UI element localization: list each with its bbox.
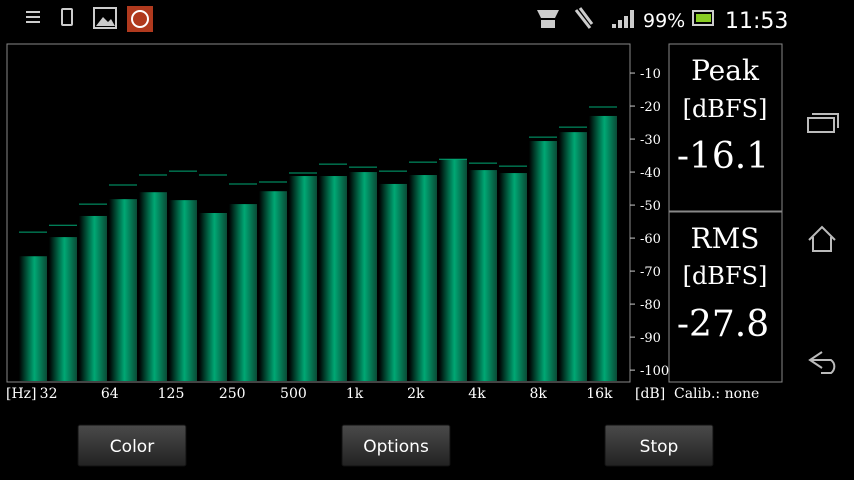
y-tick-label: -70 — [640, 265, 661, 280]
bar — [139, 192, 167, 381]
button[interactable]: Stop — [604, 424, 714, 467]
bar — [559, 132, 587, 381]
peak-title: Peak — [691, 54, 760, 87]
bar — [169, 200, 197, 381]
bar — [379, 183, 407, 381]
button-label: Options — [363, 437, 429, 457]
peak-panel — [668, 43, 783, 212]
y-tick-label: -90 — [640, 331, 661, 346]
button-bg — [604, 424, 714, 467]
peak-unit: [dBFS] — [683, 95, 768, 123]
y-tick-label: -60 — [640, 232, 661, 247]
button[interactable]: Color — [77, 424, 187, 467]
button[interactable]: Options — [341, 424, 451, 467]
clock: 11:53 — [725, 9, 788, 34]
bar — [79, 215, 107, 381]
button-bg — [341, 424, 451, 467]
bar — [289, 176, 317, 381]
bar — [49, 237, 77, 381]
bar — [499, 173, 527, 381]
bar — [469, 170, 497, 381]
bar — [229, 204, 257, 381]
x-tick-label: 500 — [280, 386, 307, 402]
x-tick-label: 1k — [346, 386, 364, 402]
bar — [19, 256, 47, 381]
button-label: Color — [110, 437, 154, 457]
status-icons — [26, 6, 714, 32]
y-tick-label: -50 — [640, 199, 661, 214]
rms-title: RMS — [691, 222, 760, 255]
bar — [109, 199, 137, 381]
button-bg — [77, 424, 187, 467]
nav-bar — [807, 113, 839, 374]
button-label: Stop — [640, 437, 679, 457]
rms-value: -27.8 — [677, 304, 769, 345]
y-tick-label: -40 — [640, 166, 661, 181]
x-tick-label: 125 — [158, 386, 185, 402]
recent-apps[interactable] — [807, 117, 835, 133]
battery: 99% — [643, 10, 685, 32]
bar — [319, 176, 347, 381]
bar — [259, 191, 287, 381]
y-tick-label: -80 — [640, 298, 661, 313]
x-tick-label: 250 — [219, 386, 246, 402]
y-tick-label: -30 — [640, 133, 661, 148]
bar — [349, 172, 377, 381]
y-tick-label: -20 — [640, 100, 661, 115]
y-unit: [dB] — [635, 386, 665, 402]
peak-value: -16.1 — [677, 136, 769, 177]
bar — [529, 141, 557, 381]
calibration: Calib.: none — [674, 386, 759, 402]
x-tick-label: 16k — [586, 386, 613, 402]
rms-panel — [668, 211, 783, 383]
x-tick-label: 2k — [407, 386, 425, 402]
x-tick-label: 8k — [530, 386, 548, 402]
bar — [199, 213, 227, 381]
bar — [409, 175, 437, 381]
home[interactable] — [808, 225, 836, 252]
rms-unit: [dBFS] — [683, 262, 768, 290]
x-tick-label: 64 — [101, 386, 119, 402]
x-tick-label: 32 — [40, 386, 58, 402]
y-tick-label: -10 — [640, 67, 661, 82]
y-tick-label: -100 — [640, 364, 669, 379]
bar — [439, 159, 467, 381]
x-unit: [Hz] — [6, 386, 37, 402]
x-tick-label: 4k — [468, 386, 486, 402]
back[interactable] — [808, 351, 836, 374]
bar — [589, 115, 617, 381]
